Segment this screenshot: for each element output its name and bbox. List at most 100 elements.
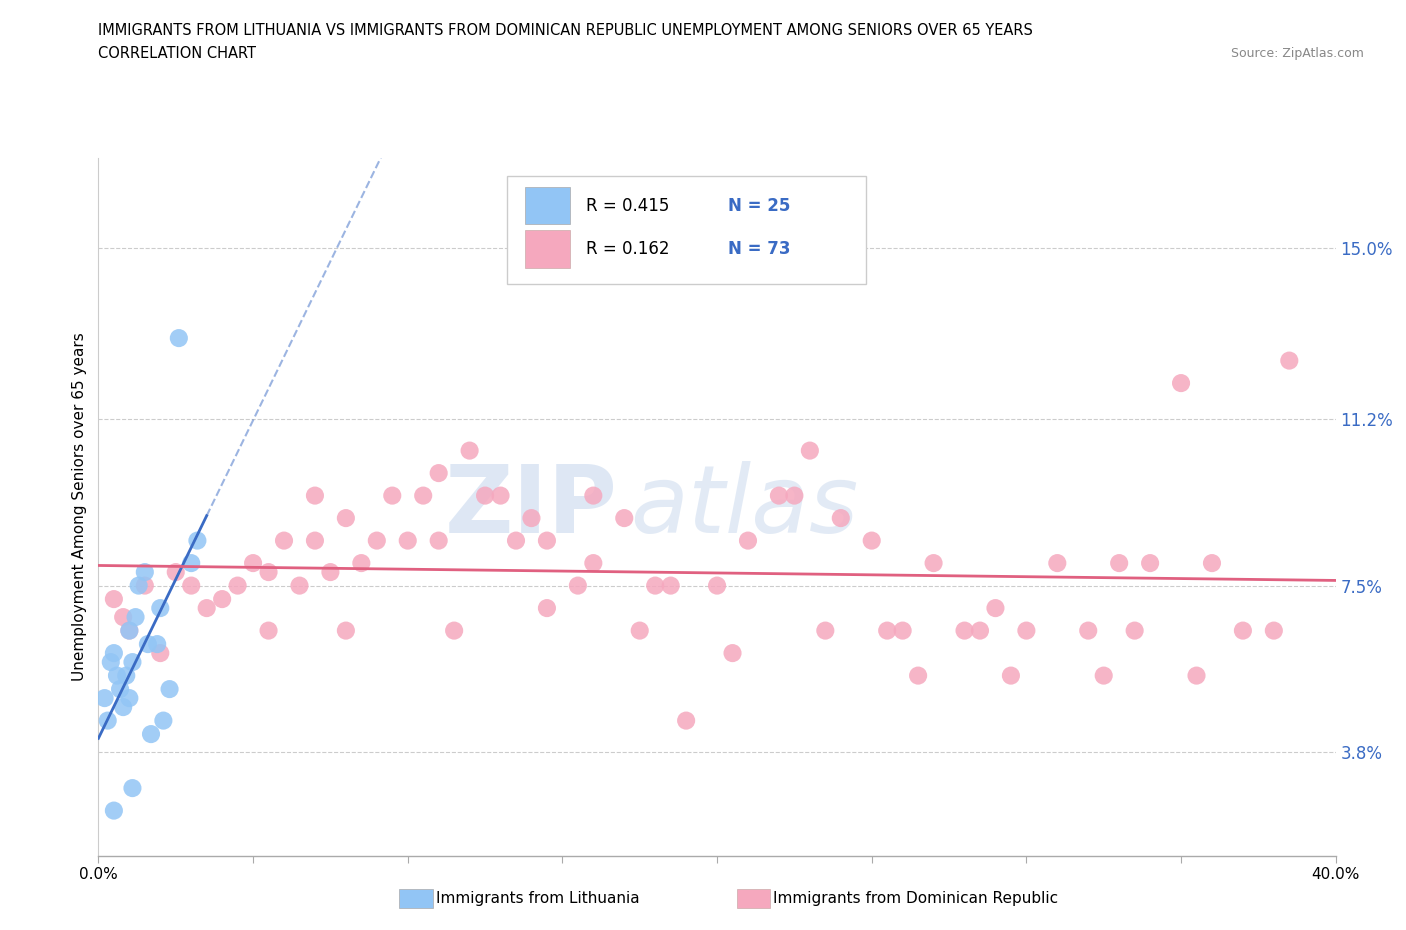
Point <box>105 668 128 683</box>
Y-axis label: Unemployment Among Seniors over 65 years: Unemployment Among Seniors over 65 years <box>72 333 87 681</box>
Point <box>381 488 404 503</box>
Text: N = 25: N = 25 <box>728 196 790 215</box>
Point <box>149 601 172 616</box>
Point <box>613 511 636 525</box>
Point <box>242 555 264 570</box>
Point <box>628 623 651 638</box>
Point <box>412 488 434 503</box>
Point <box>907 668 929 683</box>
Point <box>953 623 976 638</box>
Point <box>567 578 589 593</box>
Point <box>149 645 172 660</box>
Point <box>1139 555 1161 570</box>
Point <box>103 804 125 818</box>
Point <box>922 555 945 570</box>
Point <box>1185 668 1208 683</box>
Point <box>167 331 190 346</box>
Text: R = 0.415: R = 0.415 <box>586 196 669 215</box>
Point <box>139 726 162 741</box>
Point <box>1000 668 1022 683</box>
Point <box>159 682 181 697</box>
Point <box>118 691 141 706</box>
Text: R = 0.162: R = 0.162 <box>586 240 669 258</box>
FancyBboxPatch shape <box>526 230 569 268</box>
Point <box>288 578 311 593</box>
Point <box>335 511 357 525</box>
Point <box>783 488 806 503</box>
Point <box>103 591 125 606</box>
Point <box>211 591 233 606</box>
Point <box>115 668 138 683</box>
Point <box>799 444 821 458</box>
Point <box>366 533 388 548</box>
FancyBboxPatch shape <box>506 176 866 284</box>
Point <box>134 565 156 579</box>
Point <box>1232 623 1254 638</box>
Point <box>1278 353 1301 368</box>
Text: ZIP: ZIP <box>446 461 619 552</box>
FancyBboxPatch shape <box>526 187 569 224</box>
Point <box>136 637 159 652</box>
Point <box>304 533 326 548</box>
Point <box>100 655 122 670</box>
Point <box>186 533 208 548</box>
Point <box>706 578 728 593</box>
Point <box>118 623 141 638</box>
Text: Immigrants from Dominican Republic: Immigrants from Dominican Republic <box>773 891 1059 906</box>
Point <box>891 623 914 638</box>
Point <box>644 578 666 593</box>
Point <box>721 645 744 660</box>
Point <box>582 488 605 503</box>
Point <box>984 601 1007 616</box>
Point <box>1046 555 1069 570</box>
Point <box>180 555 202 570</box>
Point <box>969 623 991 638</box>
Point <box>737 533 759 548</box>
Point <box>830 511 852 525</box>
Point <box>1201 555 1223 570</box>
Point <box>134 578 156 593</box>
Point <box>768 488 790 503</box>
Point <box>536 533 558 548</box>
Point <box>1263 623 1285 638</box>
Point <box>121 780 143 795</box>
Point <box>124 610 146 625</box>
Point <box>319 565 342 579</box>
Point <box>108 682 131 697</box>
Point <box>814 623 837 638</box>
Point <box>582 555 605 570</box>
Point <box>93 691 115 706</box>
Point <box>876 623 898 638</box>
Point <box>458 444 481 458</box>
Text: N = 73: N = 73 <box>728 240 790 258</box>
Point <box>474 488 496 503</box>
Point <box>226 578 249 593</box>
Text: Immigrants from Lithuania: Immigrants from Lithuania <box>436 891 640 906</box>
Point <box>165 565 187 579</box>
Point <box>443 623 465 638</box>
Point <box>273 533 295 548</box>
Point <box>304 488 326 503</box>
Point <box>536 601 558 616</box>
Point <box>396 533 419 548</box>
Point <box>860 533 883 548</box>
Point <box>1077 623 1099 638</box>
Point <box>257 565 280 579</box>
Point <box>1015 623 1038 638</box>
Point <box>128 578 150 593</box>
Point <box>427 533 450 548</box>
Point <box>520 511 543 525</box>
Text: IMMIGRANTS FROM LITHUANIA VS IMMIGRANTS FROM DOMINICAN REPUBLIC UNEMPLOYMENT AMO: IMMIGRANTS FROM LITHUANIA VS IMMIGRANTS … <box>98 23 1033 38</box>
Point <box>350 555 373 570</box>
Point <box>103 645 125 660</box>
Point <box>97 713 120 728</box>
Point <box>427 466 450 481</box>
Point <box>1092 668 1115 683</box>
Point <box>152 713 174 728</box>
Point <box>675 713 697 728</box>
Text: Source: ZipAtlas.com: Source: ZipAtlas.com <box>1230 46 1364 60</box>
Text: atlas: atlas <box>630 461 859 552</box>
Point <box>112 699 135 714</box>
Text: CORRELATION CHART: CORRELATION CHART <box>98 46 256 61</box>
Point <box>257 623 280 638</box>
